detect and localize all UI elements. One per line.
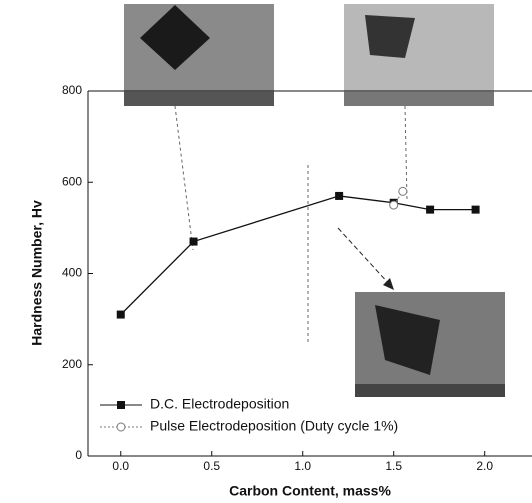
y-tick-label: 600 (62, 174, 82, 188)
y-tick-label: 800 (62, 83, 82, 97)
x-tick-label: 0.5 (203, 459, 220, 473)
marker (426, 205, 435, 214)
marker (335, 191, 344, 200)
marker (398, 186, 408, 196)
micrograph (124, 4, 274, 106)
legend-marker (117, 401, 125, 409)
marker (471, 205, 480, 214)
legend-label: D.C. Electrodeposition (150, 396, 289, 412)
y-axis-title: Hardness Number, Hv (29, 200, 45, 346)
arrow-head (383, 278, 394, 290)
connector (174, 105, 408, 345)
connector (337, 227, 391, 286)
marker (389, 200, 399, 210)
line (120, 195, 476, 316)
micrograph (355, 292, 505, 397)
legend-label: Pulse Electrodeposition (Duty cycle 1%) (150, 418, 398, 434)
y-tick-label: 400 (62, 266, 82, 280)
y-tick-label: 0 (75, 448, 82, 462)
x-tick-label: 1.5 (385, 459, 402, 473)
x-tick-label: 1.0 (294, 459, 311, 473)
micrograph (344, 4, 494, 106)
legend-marker (116, 422, 126, 432)
y-tick-label: 200 (62, 357, 82, 371)
x-tick-label: 0.0 (112, 459, 129, 473)
marker (116, 310, 125, 319)
x-axis-title: Carbon Content, mass% (229, 483, 391, 499)
x-tick-label: 2.0 (476, 459, 493, 473)
marker (189, 237, 198, 246)
